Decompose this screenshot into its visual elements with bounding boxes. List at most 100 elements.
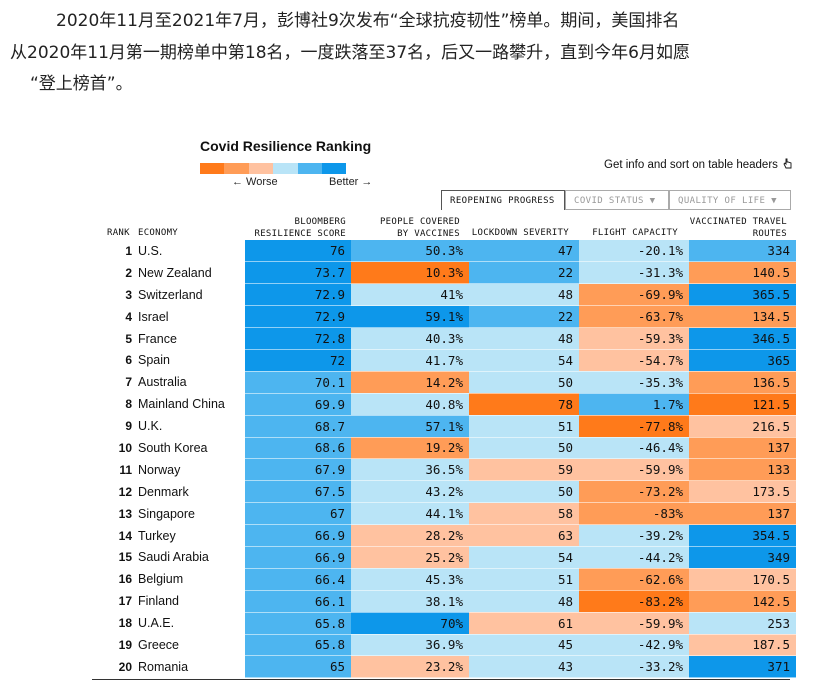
score-cell: 65	[245, 655, 351, 679]
header-score-line1: BLOOMBERG	[294, 217, 346, 227]
table-row: 5 France 72.8 40.3% 48 -59.3% 346.5	[92, 327, 796, 350]
table-row: 13 Singapore 67 44.1% 58 -83% 137	[92, 502, 796, 526]
score-cell: 70.1	[245, 371, 351, 394]
header-economy[interactable]: ECONOMY	[138, 228, 179, 238]
rank-cell: 3	[125, 287, 132, 302]
header-routes-line1: VACCINATED TRAVEL	[689, 217, 787, 227]
header-vaccine-coverage[interactable]: PEOPLE COVERED BY VACCINES	[351, 217, 460, 240]
economy-cell: France	[138, 331, 177, 346]
lockdown-cell: 50	[469, 480, 579, 504]
lockdown-cell: 47	[469, 240, 579, 263]
header-routes-line2: ROUTES	[752, 228, 787, 239]
vaccine-cell: 25.2%	[351, 546, 469, 569]
rank-cell: 15	[118, 550, 132, 565]
lockdown-cell: 22	[469, 305, 579, 329]
routes-cell: 142.5	[689, 590, 796, 613]
score-cell: 72.9	[245, 305, 351, 329]
score-cell: 72.9	[245, 283, 351, 307]
routes-cell: 187.5	[689, 634, 796, 657]
routes-cell: 365.5	[689, 283, 796, 307]
flight-cell: -77.8%	[579, 415, 689, 438]
tab-covid-status[interactable]: COVID STATUS ▼	[565, 190, 669, 210]
routes-cell: 349	[689, 546, 796, 569]
table-row: 20 Romania 65 23.2% 43 -33.2% 371	[92, 655, 796, 679]
legend-better-label: Better →	[329, 176, 373, 188]
intro-line-1: 2020年11月至2021年7月，彭博社9次发布“全球抗疫韧性”榜单。期间，美国…	[56, 11, 680, 31]
routes-cell: 371	[689, 655, 796, 679]
routes-cell: 346.5	[689, 327, 796, 350]
score-cell: 72	[245, 349, 351, 372]
info-hint: Get info and sort on table headers	[604, 158, 792, 171]
routes-cell: 137	[689, 502, 796, 526]
tab-reopening-progress[interactable]: REOPENING PROGRESS	[441, 190, 565, 210]
economy-cell: Belgium	[138, 572, 184, 587]
flight-cell: -46.4%	[579, 437, 689, 460]
header-vacc-line2: BY VACCINES	[397, 228, 460, 239]
table-row: 10 South Korea 68.6 19.2% 50 -46.4% 137	[92, 437, 796, 460]
table-row: 14 Turkey 66.9 28.2% 63 -39.2% 354.5	[92, 524, 796, 547]
rank-cell: 20	[118, 659, 132, 674]
lockdown-cell: 48	[469, 590, 579, 613]
lockdown-cell: 54	[469, 349, 579, 372]
score-cell: 67.5	[245, 480, 351, 504]
chart-title: Covid Resilience Ranking	[200, 138, 372, 154]
header-rank[interactable]: RANK	[107, 228, 130, 238]
lockdown-cell: 22	[469, 261, 579, 285]
vaccine-cell: 41%	[351, 283, 469, 307]
header-lockdown-severity[interactable]: LOCKDOWN SEVERITY	[471, 228, 569, 238]
vaccine-cell: 38.1%	[351, 590, 469, 613]
lockdown-cell: 61	[469, 612, 579, 635]
lockdown-cell: 50	[469, 371, 579, 394]
tab-quality-of-life[interactable]: QUALITY OF LIFE ▼	[669, 190, 791, 210]
vaccine-cell: 19.2%	[351, 437, 469, 460]
table-row: 6 Spain 72 41.7% 54 -54.7% 365	[92, 349, 796, 372]
economy-cell: Mainland China	[138, 397, 225, 412]
rank-cell: 1	[125, 243, 132, 258]
flight-cell: -62.6%	[579, 568, 689, 591]
header-flight-capacity[interactable]: FLIGHT CAPACITY	[592, 228, 678, 238]
info-hint-text: Get info and sort on table headers	[604, 159, 778, 171]
score-cell: 68.7	[245, 415, 351, 438]
intro-line-2: 从2020年11月第一期榜单中第18名，一度跌落至37名，后又一路攀升，直到今年…	[10, 42, 690, 63]
legend-swatch	[321, 163, 347, 174]
score-cell: 67	[245, 502, 351, 526]
routes-cell: 216.5	[689, 415, 796, 438]
score-cell: 65.8	[245, 634, 351, 657]
vaccine-cell: 40.3%	[351, 327, 469, 350]
vaccine-cell: 28.2%	[351, 524, 469, 547]
flight-cell: 1.7%	[579, 393, 689, 416]
economy-cell: Greece	[138, 637, 179, 652]
score-cell: 69.9	[245, 393, 351, 416]
header-resilience-score[interactable]: BLOOMBERG RESILIENCE SCORE	[245, 217, 346, 240]
flight-cell: -39.2%	[579, 524, 689, 547]
table-row: 16 Belgium 66.4 45.3% 51 -62.6% 170.5	[92, 568, 796, 591]
lockdown-cell: 51	[469, 568, 579, 591]
routes-cell: 133	[689, 458, 796, 482]
economy-cell: Romania	[138, 659, 189, 674]
routes-cell: 137	[689, 437, 796, 460]
routes-cell: 253	[689, 612, 796, 635]
economy-cell: Australia	[138, 375, 187, 390]
vaccine-cell: 10.3%	[351, 261, 469, 285]
lockdown-cell: 50	[469, 437, 579, 460]
color-legend	[200, 163, 347, 174]
routes-cell: 134.5	[689, 305, 796, 329]
economy-cell: South Korea	[138, 440, 208, 455]
flight-cell: -20.1%	[579, 240, 689, 263]
table-bottom-rule	[92, 679, 790, 680]
ranking-table: 1 U.S. 76 50.3% 47 -20.1% 334 2 New Zealand 73.7 1…	[92, 240, 796, 679]
lockdown-cell: 51	[469, 415, 579, 438]
table-row: 12 Denmark 67.5 43.2% 50 -73.2% 173.5	[92, 480, 796, 504]
header-travel-routes[interactable]: VACCINATED TRAVEL ROUTES	[681, 217, 787, 240]
flight-cell: -69.9%	[579, 283, 689, 307]
legend-swatch	[273, 163, 298, 174]
vaccine-cell: 41.7%	[351, 349, 469, 372]
rank-cell: 17	[118, 594, 132, 609]
routes-cell: 173.5	[689, 480, 796, 504]
routes-cell: 354.5	[689, 524, 796, 547]
table-row: 7 Australia 70.1 14.2% 50 -35.3% 136.5	[92, 371, 796, 394]
rank-cell: 6	[125, 353, 132, 368]
table-row: 15 Saudi Arabia 66.9 25.2% 54 -44.2% 349	[92, 546, 796, 569]
rank-cell: 16	[118, 572, 132, 587]
pointer-hand-icon	[783, 158, 792, 169]
